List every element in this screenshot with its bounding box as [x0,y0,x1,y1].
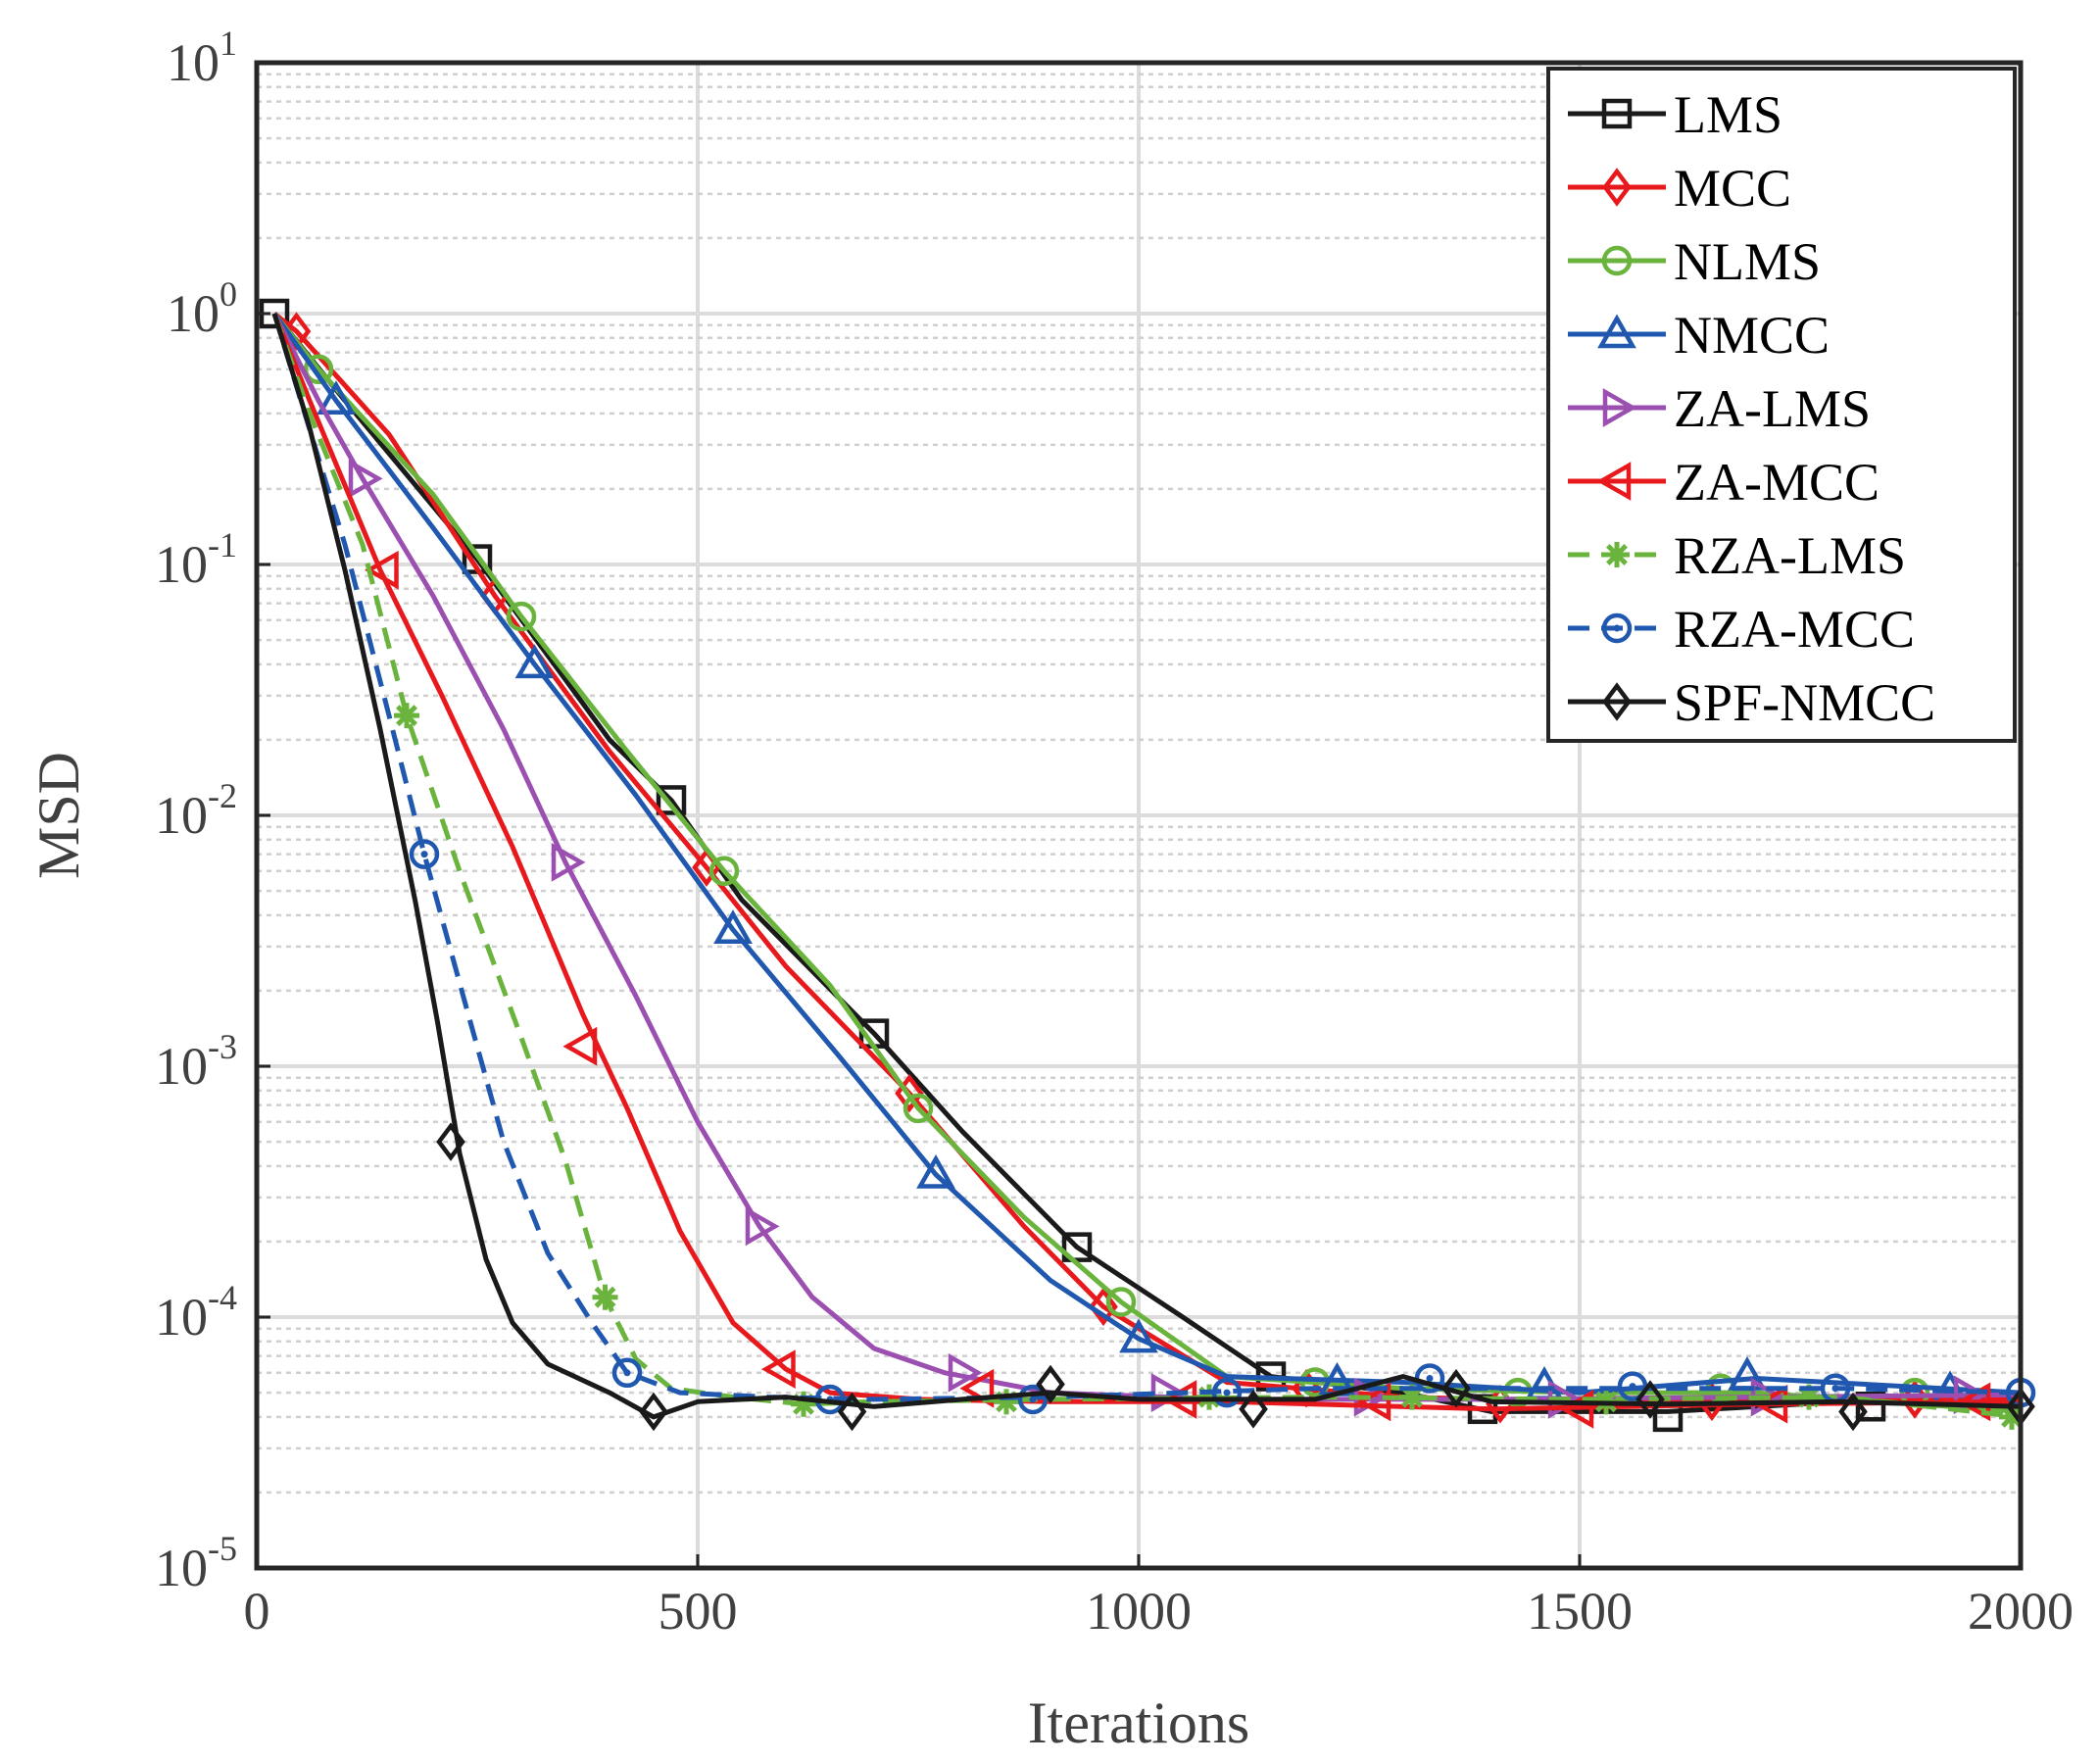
marker-nlms [708,856,740,887]
marker-za-lms [348,459,383,499]
x-axis-label: Iterations [1028,1690,1250,1755]
legend-label-lms: LMS [1674,85,1782,144]
marker-spf-nmcc [1635,1380,1665,1419]
legend-item-mcc: MCC [1568,159,1791,218]
marker-spf-nmcc [837,1392,867,1432]
marker-rza-mcc [611,1357,643,1389]
marker-za-lms [551,843,586,882]
y-axis-ticks: 10-5 10-4 10-3 10-2 10-1 100 101 [155,24,270,1597]
legend-label-spf-nmcc: SPF-NMCC [1674,673,1935,732]
legend-label-rza-mcc: RZA-MCC [1674,600,1915,659]
marker-mcc [1089,1287,1118,1327]
marker-rza-lms [592,1284,618,1310]
y-tick-label: 10-4 [155,1278,237,1347]
x-tick-label: 500 [659,1582,738,1641]
legend-label-nlms: NLMS [1674,232,1821,291]
marker-nmcc [713,909,753,944]
y-tick-label: 101 [167,24,237,92]
legend-item-spf-nmcc: SPF-NMCC [1568,673,1935,732]
marker-nlms [1105,1287,1137,1317]
legend-item-rza-mcc: RZA-MCC [1568,600,1915,659]
legend-marker-rza-lms [1604,542,1630,567]
y-tick-label: 10-2 [155,776,237,845]
marker-nlms [903,1093,934,1124]
marker-rza-mcc [1617,1371,1648,1401]
series-line-spf-nmcc [271,313,2022,1420]
marker-spf-nmcc [1441,1368,1471,1408]
x-tick-label: 1000 [1086,1582,1192,1641]
legend-items: LMS MCC NLMS NMCC ZA-LMS ZA-MCC RZA-LMS RZA-MCC… [1568,85,1935,732]
legend-marker-mcc [1602,168,1632,207]
legend-marker-za-mcc [1596,462,1632,501]
legend-label-za-lms: ZA-LMS [1674,379,1871,438]
x-tick-label: 0 [244,1582,270,1641]
legend-label-za-mcc: ZA-MCC [1674,453,1879,512]
legend-marker-lms [1601,98,1633,129]
marker-spf-nmcc [1239,1390,1268,1429]
marker-za-lms [948,1352,983,1393]
y-tick-label: 10-3 [155,1027,237,1096]
legend-item-nlms: NLMS [1568,232,1821,291]
y-tick-label: 100 [167,274,237,343]
marker-rza-mcc [409,839,440,869]
marker-nlms [303,354,334,385]
legend-item-za-mcc: ZA-MCC [1568,453,1879,512]
x-tick-label: 1500 [1527,1582,1633,1641]
x-tick-label: 2000 [1968,1582,2074,1641]
series-spf-nmcc [271,313,2035,1432]
marker-nmcc [317,380,356,416]
series-line-lms [272,312,2022,1414]
marker-spf-nmcc [1036,1364,1065,1404]
marker-za-mcc [562,1026,598,1066]
marker-nmcc [1119,1318,1158,1353]
marker-spf-nmcc [1838,1392,1868,1432]
marker-rza-lms [1399,1384,1425,1410]
legend: LMS MCC NLMS NMCC ZA-LMS ZA-MCC RZA-LMS RZA-MCC… [1546,67,2017,743]
marker-rza-mcc [1017,1384,1049,1415]
marker-lms [1061,1232,1093,1262]
marker-lms [656,785,687,815]
marker-za-lms [745,1206,780,1247]
marker-rza-lms [791,1391,816,1417]
marker-za-mcc [760,1349,796,1390]
marker-rza-lms [994,1389,1019,1415]
legend-marker-spf-nmcc [1602,682,1632,721]
marker-nmcc [514,644,555,679]
legend-marker-rza-mcc [1601,612,1633,644]
x-axis-ticks: 0 500 1000 1500 2000 [244,1554,2074,1641]
legend-marker-nmcc [1597,314,1636,349]
legend-label-nmcc: NMCC [1674,306,1830,365]
marker-rza-mcc [1211,1377,1243,1408]
legend-marker-nlms [1601,245,1633,276]
marker-spf-nmcc [436,1122,465,1161]
marker-spf-nmcc [639,1392,668,1432]
y-tick-label: 10-1 [155,525,237,594]
marker-nlms [506,601,537,632]
legend-item-nmcc: NMCC [1568,306,1830,365]
y-tick-label: 10-5 [155,1529,237,1597]
legend-item-lms: LMS [1568,85,1782,144]
legend-label-mcc: MCC [1674,159,1791,218]
legend-label-rza-lms: RZA-LMS [1674,526,1906,585]
marker-za-mcc [364,550,399,590]
legend-item-za-lms: ZA-LMS [1568,379,1871,438]
series-line-rza-lms [271,313,2022,1420]
marker-za-mcc [1356,1382,1391,1422]
legend-item-rza-lms: RZA-LMS [1568,526,1906,585]
marker-nmcc [916,1154,955,1189]
legend-marker-za-lms [1602,388,1637,427]
y-axis-label: MSD [26,752,91,879]
series-layer [259,298,2036,1433]
series-line-za-mcc [271,313,2022,1412]
marker-rza-lms [394,703,419,729]
